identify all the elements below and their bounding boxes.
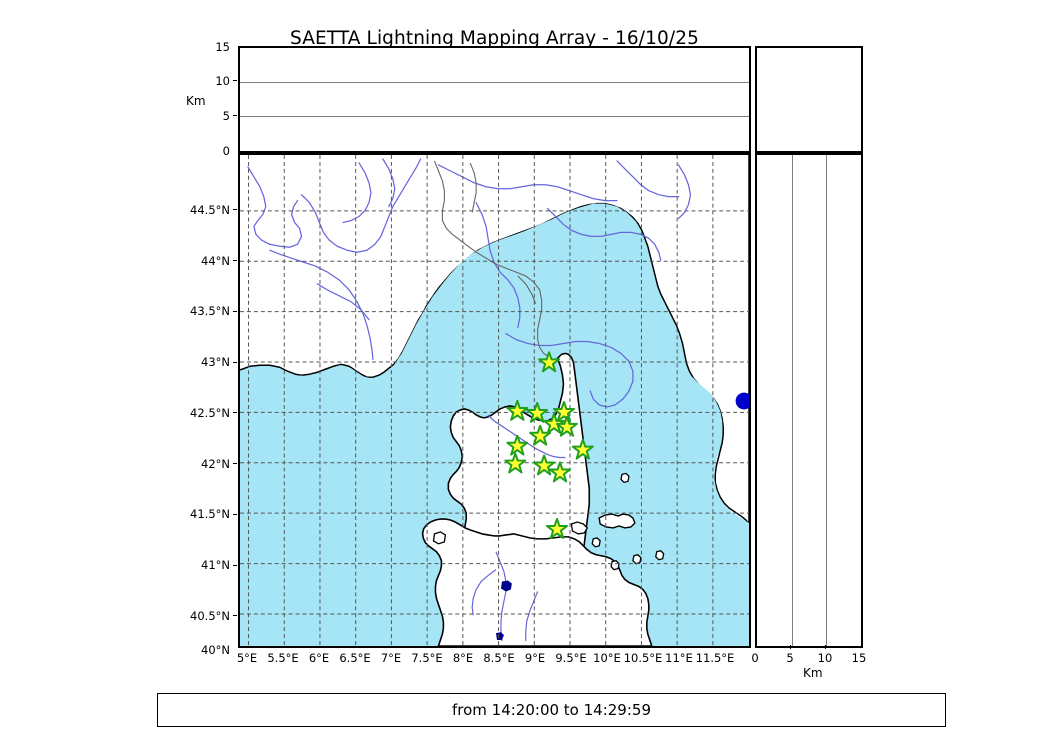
border-inner-2 (517, 275, 537, 304)
lake-flumendosa (495, 632, 504, 641)
tick-lat-41.5: 41.5°N (190, 507, 230, 521)
tick-lon-8.5: 8.5°E (483, 651, 515, 665)
island-asinara (432, 531, 447, 545)
tick-lat-41: 41°N (201, 558, 230, 572)
tickmark-lat-44 (233, 260, 237, 261)
tick-lat-40: 40°N (201, 643, 230, 657)
river-durance (269, 249, 374, 360)
status-bar[interactable]: from 14:20:00 to 14:29:59 (157, 693, 946, 727)
tick-lon-10: 10°E (593, 651, 621, 665)
river-tiber (475, 201, 521, 329)
river-sardinia-1 (495, 551, 507, 642)
lightning-source-marker[interactable] (735, 392, 749, 410)
river-secondary-5 (316, 283, 370, 321)
tick-right-x-15: 15 (851, 651, 867, 665)
tick-right-x-10: 10 (817, 651, 833, 665)
tickmark-right-5 (790, 645, 791, 649)
map-svg (240, 155, 749, 646)
tick-lat-44.5: 44.5°N (190, 203, 230, 217)
tick-right-x-5: 5 (786, 651, 794, 665)
tick-lon-11.5: 11.5°E (695, 651, 735, 665)
right-panel-axis-label-km: Km (803, 666, 823, 680)
tick-lon-10.5: 10.5°E (623, 651, 663, 665)
tick-lon-6.5: 6.5°E (339, 651, 371, 665)
borders-layer (433, 160, 550, 358)
tick-right-x-0: 0 (751, 651, 759, 665)
tickmark-lat-43 (233, 362, 237, 363)
river-arno (546, 207, 662, 261)
tickmark-lat-42 (233, 463, 237, 464)
river-secondary-1 (342, 162, 372, 224)
tick-lon-8: 8°E (452, 651, 474, 665)
tick-top-y-5: 5 (222, 109, 230, 123)
tick-lon-7.5: 7.5°E (411, 651, 443, 665)
tickmark-lat-43.5 (233, 311, 237, 312)
island-pianosa (610, 559, 620, 571)
tick-lon-7: 7°E (380, 651, 402, 665)
border-france-italy (433, 160, 550, 358)
island-elba (598, 513, 636, 529)
tick-lat-43: 43°N (201, 355, 230, 369)
tick-lat-43.5: 43.5°N (190, 304, 230, 318)
gridline-5km (240, 116, 749, 118)
gridline-right-10km (826, 155, 828, 646)
tickmark-lat-44.5 (233, 209, 237, 210)
river-po (437, 164, 618, 202)
altitude-vs-longitude-panel[interactable] (238, 46, 751, 153)
tick-lon-5: 5°E (236, 651, 258, 665)
river-ombrone (505, 332, 634, 408)
coast-france-italy-land (240, 155, 749, 525)
gridline-10km (240, 81, 749, 83)
geographic-map-panel[interactable] (238, 153, 751, 648)
river-secondary-3 (616, 160, 680, 198)
tick-top-y-15: 15 (215, 40, 230, 54)
tick-lon-9.5: 9.5°E (555, 651, 587, 665)
empty-corner-panel[interactable] (755, 46, 863, 153)
tick-top-y-0: 0 (222, 144, 230, 158)
island-giglio (655, 550, 665, 561)
island-gorgona (620, 472, 630, 484)
lake-coghinas (500, 580, 512, 592)
map-gridlines (240, 155, 749, 646)
gridline-right-5km (791, 155, 793, 646)
tick-top-y-10: 10 (215, 74, 230, 88)
tick-lon-9: 9°E (524, 651, 546, 665)
island-montecristo (632, 554, 642, 565)
tick-lat-44: 44°N (201, 254, 230, 268)
tick-lon-11: 11°E (665, 651, 693, 665)
tickmark-lat-40.5 (233, 615, 237, 616)
river-var (300, 158, 422, 253)
tickmark-top-5 (233, 115, 237, 116)
river-rhone (247, 166, 303, 248)
tick-lat-42.5: 42.5°N (190, 406, 230, 420)
tick-lon-5.5: 5.5°E (267, 651, 299, 665)
tick-lon-6: 6°E (308, 651, 330, 665)
river-sardinia-2 (471, 569, 497, 616)
river-secondary-4 (677, 164, 692, 220)
altitude-vs-latitude-panel[interactable] (755, 153, 863, 648)
tickmark-right-10 (825, 645, 826, 649)
island-capraia (591, 537, 601, 548)
island-maddalena (570, 521, 589, 535)
tickmark-top-10 (233, 80, 237, 81)
tickmark-lat-41.5 (233, 514, 237, 515)
tickmark-lat-42.5 (233, 412, 237, 413)
page-title: SAETTA Lightning Mapping Array - 16/10/2… (290, 28, 699, 49)
border-inner-1 (469, 162, 477, 213)
tick-lat-40.5: 40.5°N (190, 609, 230, 623)
river-secondary-2 (382, 158, 396, 208)
top-panel-axis-label-km: Km (186, 94, 206, 108)
status-bar-text: from 14:20:00 to 14:29:59 (451, 701, 651, 719)
tickmark-lat-41 (233, 565, 237, 566)
tick-lat-42: 42°N (201, 457, 230, 471)
rivers-layer (247, 158, 692, 408)
